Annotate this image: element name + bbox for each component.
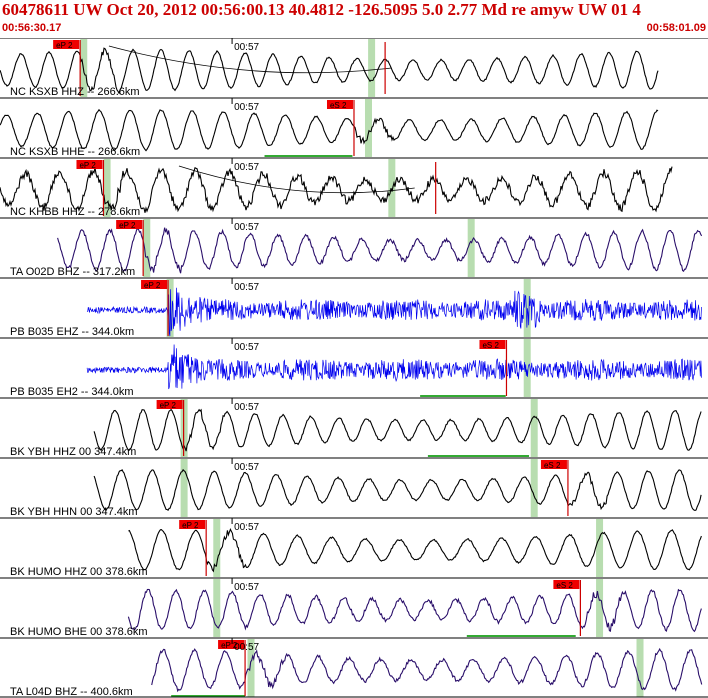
pick-box	[479, 340, 506, 349]
pick-box	[76, 160, 103, 169]
event-title: 60478611 UW Oct 20, 2012 00:56:00.13 40.…	[2, 0, 641, 19]
station-label: TA O02D BHZ -- 317.2km	[10, 266, 135, 278]
window-band	[596, 519, 604, 577]
window-band	[213, 519, 221, 577]
trace-panel-7: eS 2 00:57 BK YBH HHN 00 347.4km	[0, 457, 708, 518]
time-start-label: 00:56:30.17	[2, 22, 62, 34]
time-tick-label: 00:57	[234, 42, 259, 53]
waveform-trace	[86, 344, 702, 390]
time-tick-label: 00:57	[234, 522, 259, 533]
waveform-trace	[0, 108, 659, 152]
time-tick-label: 00:57	[234, 222, 259, 233]
pick-label: eP 2	[56, 41, 73, 50]
trace-panel-5: eS 2 00:57 PB B035 EH2 -- 344.0km	[0, 337, 708, 398]
pick-label: eS 2	[330, 101, 347, 110]
station-label: PB B035 EHZ -- 344.0km	[10, 326, 134, 338]
pick-label: eP 2	[144, 281, 161, 290]
window-band	[530, 459, 538, 517]
window-band	[467, 219, 475, 277]
waveform-trace	[127, 588, 702, 633]
station-label: BK HUMO HHZ 00 378.6km	[10, 566, 148, 578]
station-label: NC KHBB HHZ -- 278.6km	[10, 206, 140, 218]
pick-label: eP 2	[182, 521, 199, 530]
window-band	[143, 219, 151, 277]
waveform-trace	[93, 408, 702, 452]
time-tick-label: 00:57	[234, 402, 259, 413]
pick-label: eS 2	[544, 461, 561, 470]
pick-box	[156, 400, 183, 409]
station-label: BK YBH HHN 00 347.4km	[10, 506, 138, 518]
time-tick-label: 00:57	[234, 282, 259, 293]
trace-panel-8: eP 2 00:57 BK HUMO HHZ 00 378.6km	[0, 517, 708, 578]
pick-label: eS 2	[556, 581, 573, 590]
waveform-trace	[0, 47, 659, 95]
window-band	[523, 339, 531, 397]
waveform-trace	[128, 528, 702, 573]
station-label: BK HUMO BHE 00 378.6km	[10, 626, 148, 638]
station-label: NC KSXB HHE -- 266.6km	[10, 146, 140, 158]
window-band	[364, 99, 372, 157]
window-band	[596, 579, 604, 637]
pick-box	[540, 460, 567, 469]
pick-label: eP 2	[79, 161, 96, 170]
time-tick-label: 00:57	[234, 462, 259, 473]
time-tick-label: 00:57	[234, 342, 259, 353]
pick-box	[179, 520, 206, 529]
window-band	[368, 39, 376, 97]
trace-panel-6: eP 2 00:57 BK YBH HHZ 00 347.4km	[0, 397, 708, 458]
window-band	[247, 639, 255, 697]
window-band	[530, 399, 538, 457]
waveform-trace	[0, 166, 673, 213]
window-band	[103, 159, 111, 217]
station-label: BK YBH HHZ 00 347.4km	[10, 446, 136, 458]
travel-time-curve	[178, 165, 415, 194]
pick-label: eP 2	[160, 401, 177, 410]
trace-panel-2: eP 2 00:57 NC KHBB HHZ -- 278.6km	[0, 157, 708, 218]
pick-label: eS 2	[482, 341, 499, 350]
window-band	[213, 579, 221, 637]
window-band	[636, 639, 644, 697]
pick-box	[553, 580, 580, 589]
trace-panel-3: eP 2 00:57 TA O02D BHZ -- 317.2km	[0, 217, 708, 278]
window-band	[523, 279, 531, 337]
waveform-trace	[57, 227, 703, 274]
station-label: PB B035 EH2 -- 344.0km	[10, 386, 134, 398]
waveform-trace	[86, 287, 702, 337]
travel-time-curve	[108, 45, 392, 74]
time-end-label: 00:58:01.09	[646, 22, 706, 34]
station-label: NC KSXB HHZ -- 266.6km	[10, 86, 140, 98]
time-tick-label: 00:57	[234, 582, 259, 593]
window-band	[388, 159, 396, 217]
time-tick-label: 00:57	[234, 102, 259, 113]
trace-panel-10: eP 200:57 TA L04D BHZ -- 400.6km	[0, 637, 708, 698]
trace-panel-4: eP 2 00:57 PB B035 EHZ -- 344.0km	[0, 277, 708, 338]
trace-panel-9: eS 2 00:57 BK HUMO BHE 00 378.6km	[0, 577, 708, 638]
station-label: TA L04D BHZ -- 400.6km	[10, 686, 133, 698]
pick-label: eP 2	[221, 641, 238, 650]
time-tick-label: 00:57	[234, 162, 259, 173]
waveform-trace	[151, 647, 703, 693]
pick-box	[116, 220, 143, 229]
window-band	[180, 459, 188, 517]
pick-box	[141, 280, 168, 289]
pick-box	[53, 40, 80, 49]
pick-box	[326, 100, 353, 109]
pick-label: eP 2	[119, 221, 136, 230]
trace-panel-0: eP 2 00:57 NC KSXB HHZ -- 266.6km	[0, 38, 708, 98]
waveform-trace	[93, 468, 702, 512]
time-tick-label: 00:57	[234, 642, 259, 653]
pick-box	[218, 640, 245, 649]
trace-panel-1: eS 2 00:57 NC KSXB HHE -- 266.6km	[0, 97, 708, 158]
header: 60478611 UW Oct 20, 2012 00:56:00.13 40.…	[0, 0, 708, 38]
